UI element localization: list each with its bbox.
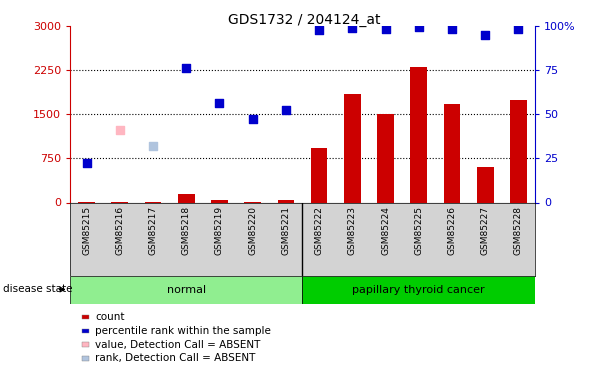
Bar (211, 200, 228, 202)
Text: GSM85219: GSM85219 (215, 206, 224, 255)
Bar (377, 114, 394, 202)
Bar (444, 104, 460, 202)
Point (181, 65, 191, 71)
Text: GSM85218: GSM85218 (182, 206, 191, 255)
Bar (410, 68, 427, 203)
Bar (344, 94, 361, 202)
Point (514, 26, 523, 32)
Bar (278, 200, 294, 202)
Point (314, 27, 324, 33)
Text: papillary thyroid cancer: papillary thyroid cancer (353, 285, 485, 295)
Text: GSM85216: GSM85216 (116, 206, 124, 255)
Point (480, 32, 490, 38)
Text: GSM85217: GSM85217 (148, 206, 157, 255)
Text: percentile rank within the sample: percentile rank within the sample (95, 326, 271, 336)
Point (414, 24, 424, 30)
Point (281, 106, 291, 112)
Text: value, Detection Call = ABSENT: value, Detection Call = ABSENT (95, 340, 261, 350)
Point (381, 26, 390, 32)
Point (148, 143, 158, 149)
Bar (302, 276, 535, 304)
Point (215, 100, 224, 106)
Text: GSM85226: GSM85226 (447, 206, 457, 255)
Bar (477, 167, 494, 202)
Point (447, 26, 457, 32)
Point (81, 160, 91, 166)
Text: GSM85224: GSM85224 (381, 206, 390, 255)
Text: GSM85225: GSM85225 (414, 206, 423, 255)
Text: GDS1732 / 204124_at: GDS1732 / 204124_at (228, 13, 380, 27)
Text: GSM85220: GSM85220 (248, 206, 257, 255)
Bar (70, 276, 302, 304)
Point (248, 116, 258, 122)
Text: GSM85221: GSM85221 (282, 206, 291, 255)
Bar (311, 148, 327, 202)
Text: GSM85227: GSM85227 (481, 206, 489, 255)
Point (115, 127, 125, 133)
Bar (510, 100, 527, 202)
Text: normal: normal (167, 285, 206, 295)
Text: disease state: disease state (3, 285, 72, 294)
Text: GSM85222: GSM85222 (314, 206, 323, 255)
Text: rank, Detection Call = ABSENT: rank, Detection Call = ABSENT (95, 354, 256, 363)
Bar (178, 194, 195, 202)
Point (347, 25, 357, 31)
Text: GSM85228: GSM85228 (514, 206, 523, 255)
Text: GSM85223: GSM85223 (348, 206, 357, 255)
Text: GSM85215: GSM85215 (82, 206, 91, 255)
Text: count: count (95, 312, 125, 322)
